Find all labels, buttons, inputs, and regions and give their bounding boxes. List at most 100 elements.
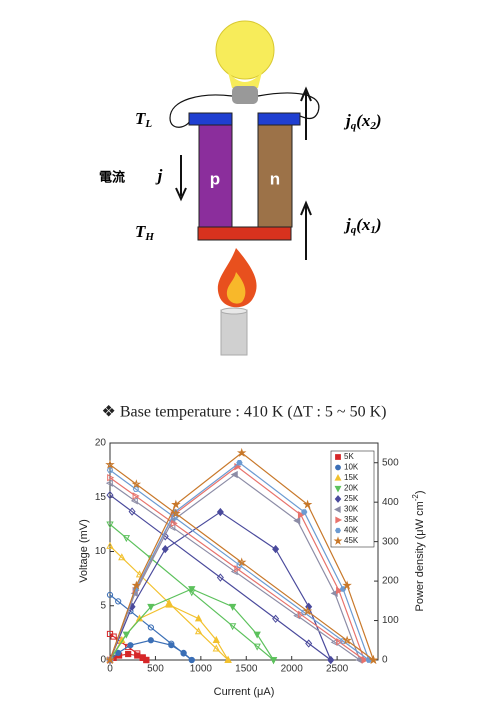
chart: 0 500 1000 1500 2000 250005101520010020030040… [95,438,399,675]
voltage-point [107,474,115,482]
subscript: H [144,231,154,243]
y2-tick-label: 0 [382,655,388,666]
y2-tick-label: 300 [382,536,399,547]
x-tick-label: 2500 [326,664,349,675]
heat-arrow [300,200,312,260]
x-tick-label: 2000 [281,664,304,675]
power-point [143,656,150,664]
y-tick-label: 10 [95,546,107,557]
y-tick-label: 20 [95,438,107,449]
flame-core [226,272,246,304]
power-point [236,447,247,457]
power-point [224,655,232,663]
voltage-point [106,630,114,638]
legend-label: 5K [344,452,354,461]
cold-plate [188,112,233,126]
voltage-point [115,598,122,605]
label: Power density (μW cm [414,501,426,611]
legend-marker [334,495,342,503]
voltage-point [297,610,305,619]
bulb [215,20,275,80]
subscript: 1 [370,224,376,236]
legend-label: 35K [344,515,359,524]
voltage-point [272,614,280,623]
label: j [343,215,351,234]
caption: ❖ Base temperature : 410 K (ΔT : 5 ~ 50 … [102,404,387,421]
voltage-point [330,638,338,647]
power-point [327,655,335,665]
voltage-point [105,459,115,469]
power-point [297,511,305,519]
voltage-point [106,521,114,529]
power-point [147,603,155,611]
voltage-point [336,638,344,646]
power-point [168,642,175,649]
heat-flux-bottom-label: jq(x1) [343,215,382,236]
legend-marker [334,474,342,481]
voltage-point [118,553,126,561]
legend-marker [335,527,341,534]
voltage-point [305,639,313,648]
voltage-point [122,535,131,543]
power-point [188,656,195,664]
voltage-point [106,467,114,473]
legend-label: 30K [344,505,359,514]
label: j [343,111,351,130]
wire [169,94,233,128]
voltage-point [253,643,261,651]
voltage-point [228,623,237,631]
power-point [134,652,141,659]
power-point [253,631,261,639]
power-point [336,586,344,595]
voltage-point [130,497,138,505]
y2-tick-label: 200 [382,576,399,587]
voltage-point [194,627,203,635]
subscript: 2 [369,120,376,132]
legend-marker [335,464,341,471]
voltage-point [234,565,242,573]
current-label: 電流 [99,169,125,184]
x-axis-label: Current (μA) [214,686,275,698]
power-point [293,517,301,525]
legend-label: 20K [344,484,359,493]
heat-flux-top-label: jq(x2) [343,111,382,132]
power-point [125,650,132,658]
x-tick-label: 500 [147,664,164,675]
y-tick-label: 0 [100,655,106,666]
superscript: -2 [411,494,420,502]
legend-marker [335,454,341,460]
voltage-point [302,606,313,616]
power-point [339,586,347,592]
power-point [230,470,238,479]
voltage-point [170,519,178,527]
power-point [161,544,169,554]
power-point [368,655,379,665]
voltage-point [131,479,142,489]
power-point [127,642,134,649]
power-point [131,580,142,590]
power-point [180,649,187,656]
power-line [109,511,332,661]
label: ) [374,215,382,234]
voltage-point [171,508,181,518]
voltage-line [109,464,374,661]
y2-axis-label: Power density (μW cm-2) [411,490,426,611]
label: ) [414,490,426,494]
label: (x [356,111,371,130]
subscript: q [351,120,357,132]
voltage-point [105,479,113,487]
x-tick-label: 1000 [190,664,213,675]
hot-plate [197,226,292,241]
label: ) [374,111,382,130]
voltage-point [216,573,224,582]
bulb-base [232,86,258,104]
legend-label: 15K [344,473,359,482]
voltage-point [293,612,301,620]
voltage-point [342,635,352,645]
power-point [171,499,181,509]
hot-side-label: TH [135,222,154,243]
label: T [135,109,146,128]
voltage-point [106,490,114,500]
power-point [194,614,203,622]
power-point [115,649,122,656]
